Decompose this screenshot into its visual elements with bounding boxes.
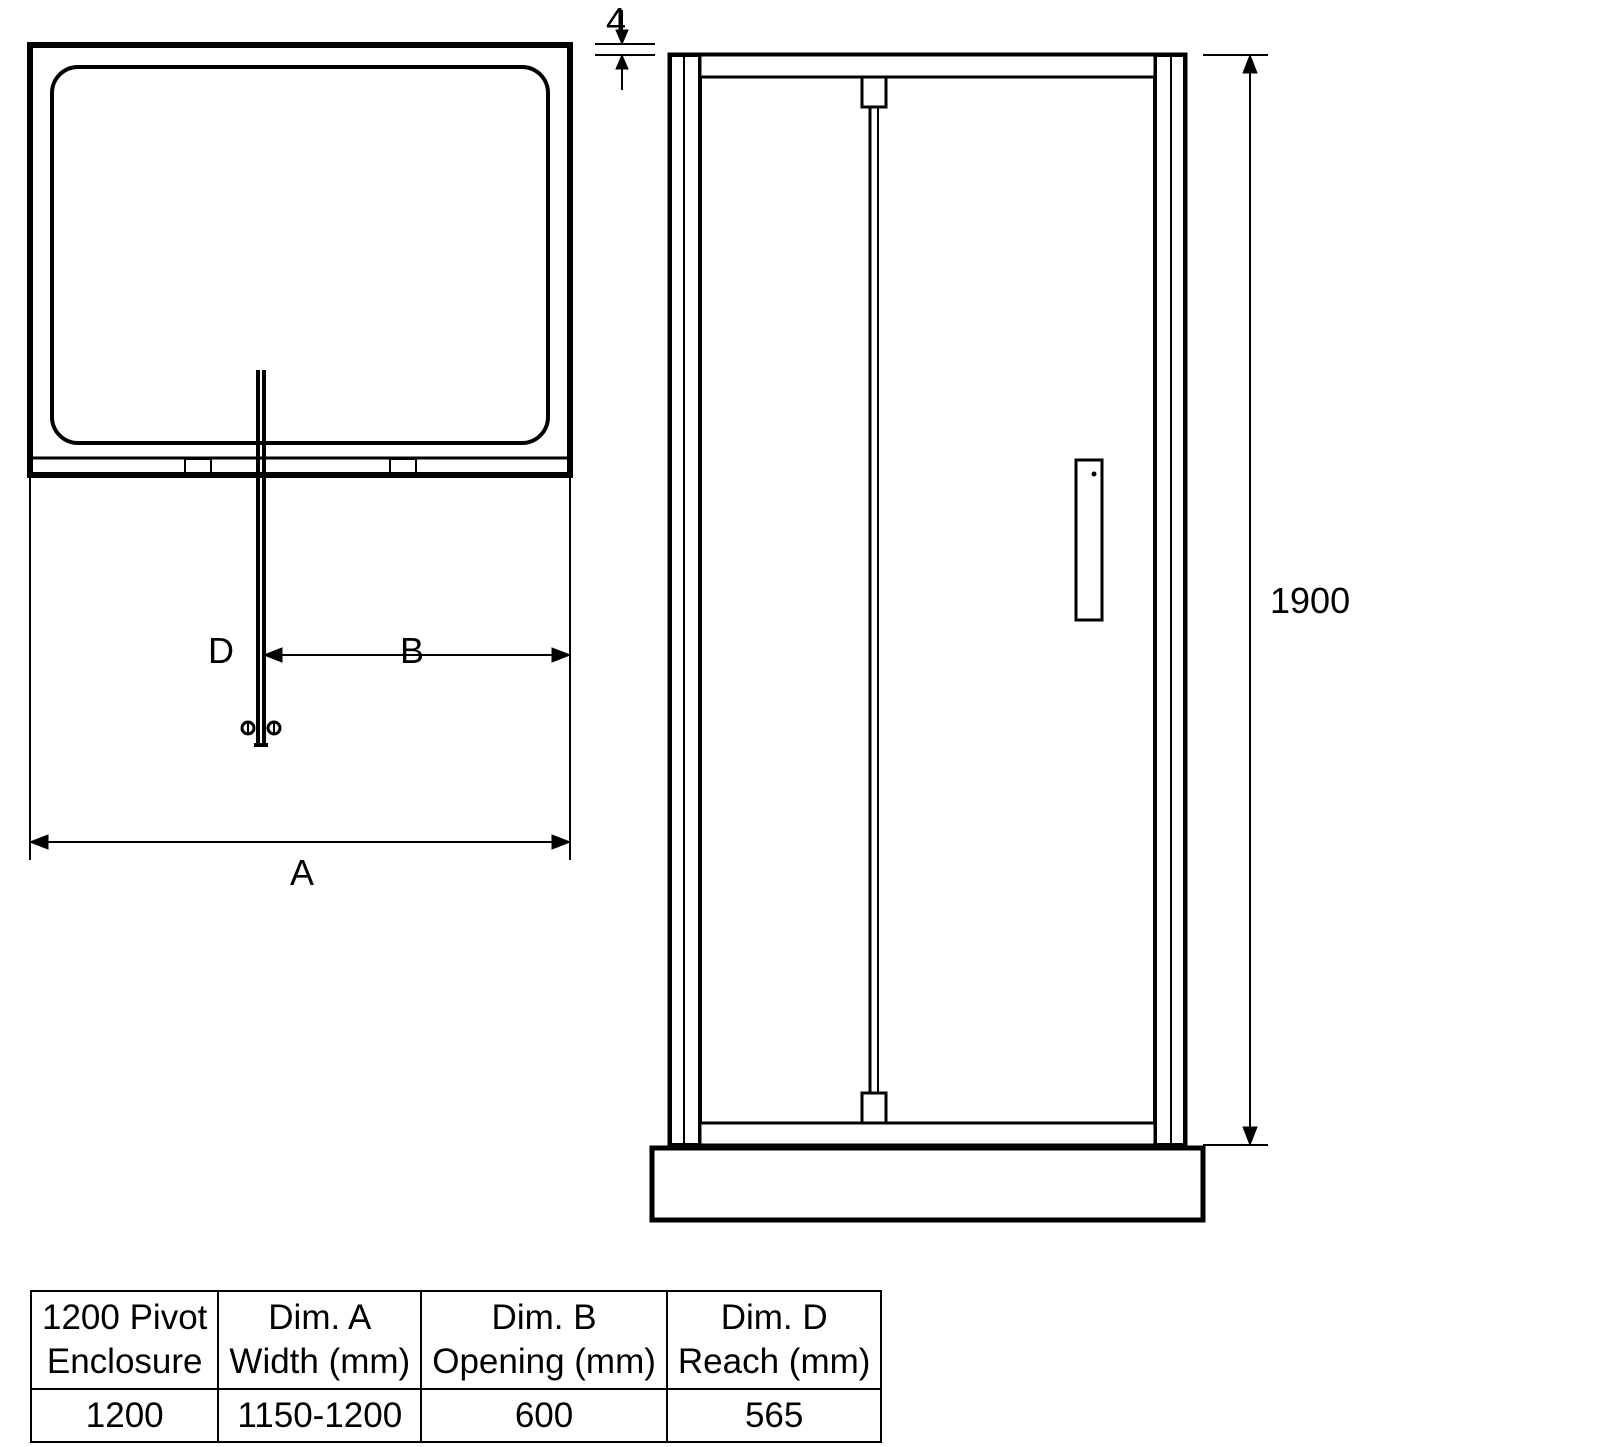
table-cell: 600 bbox=[421, 1389, 667, 1443]
table-header: Dim. BOpening (mm) bbox=[421, 1291, 667, 1389]
table-cell: 1150-1200 bbox=[218, 1389, 421, 1443]
label-top-gap: 4 bbox=[606, 0, 626, 42]
technical-drawing-canvas: 4 1900 A B D 1200 PivotEnclosure Dim. AW… bbox=[0, 0, 1600, 1447]
shower-tray bbox=[652, 1148, 1203, 1220]
drawing-svg bbox=[0, 0, 1600, 1280]
table-value-row: 1200 1150-1200 600 565 bbox=[31, 1389, 881, 1443]
table-header: 1200 PivotEnclosure bbox=[31, 1291, 218, 1389]
dimensions-table: 1200 PivotEnclosure Dim. AWidth (mm) Dim… bbox=[30, 1290, 882, 1443]
table-cell: 1200 bbox=[31, 1389, 218, 1443]
label-D: D bbox=[208, 630, 234, 672]
door-handle bbox=[1076, 460, 1102, 620]
label-height-1900: 1900 bbox=[1270, 580, 1350, 622]
table-cell: 565 bbox=[667, 1389, 882, 1443]
label-B: B bbox=[400, 630, 424, 672]
table-header: Dim. DReach (mm) bbox=[667, 1291, 882, 1389]
table-header: Dim. AWidth (mm) bbox=[218, 1291, 421, 1389]
topview-outer bbox=[30, 45, 570, 475]
front-outer bbox=[670, 55, 1185, 1145]
topview-inner bbox=[52, 67, 548, 443]
table-header-row: 1200 PivotEnclosure Dim. AWidth (mm) Dim… bbox=[31, 1291, 881, 1389]
label-A: A bbox=[290, 852, 314, 894]
